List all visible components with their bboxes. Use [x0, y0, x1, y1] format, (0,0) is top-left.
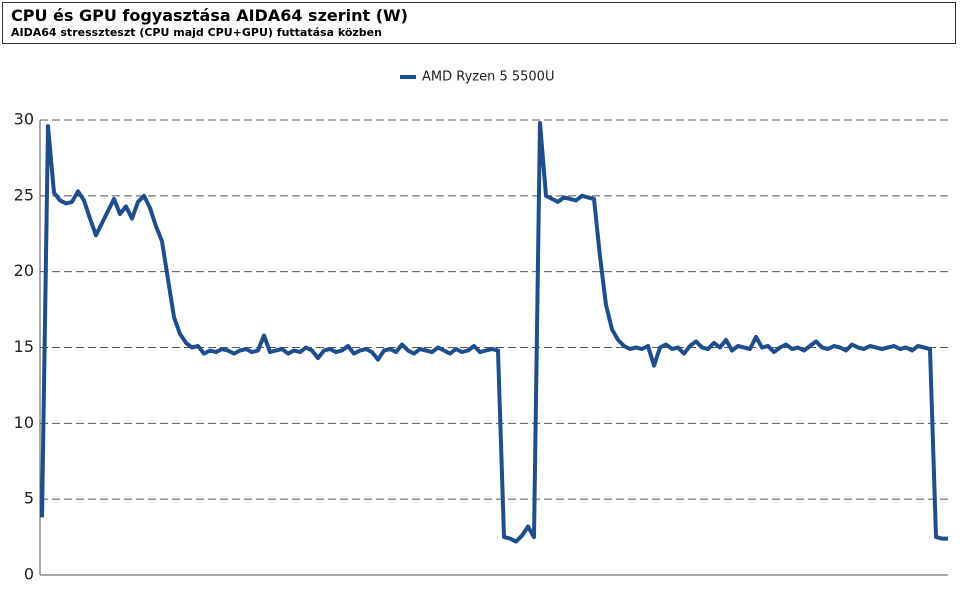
- y-tick-label: 10: [14, 413, 34, 432]
- chart-title: CPU és GPU fogyasztása AIDA64 szerint (W…: [11, 6, 408, 25]
- chart-subtitle: AIDA64 stresszteszt (CPU majd CPU+GPU) f…: [11, 26, 382, 39]
- y-tick-label: 5: [24, 489, 34, 508]
- y-tick-label: 30: [14, 110, 34, 129]
- y-tick-label: 20: [14, 261, 34, 280]
- y-tick-label: 25: [14, 185, 34, 204]
- header: CPU és GPU fogyasztása AIDA64 szerint (W…: [2, 2, 956, 44]
- series-line: [40, 121, 948, 544]
- y-tick-label: 15: [14, 337, 34, 356]
- legend-label: AMD Ryzen 5 5500U: [422, 70, 554, 85]
- y-tick-label: 0: [24, 565, 34, 584]
